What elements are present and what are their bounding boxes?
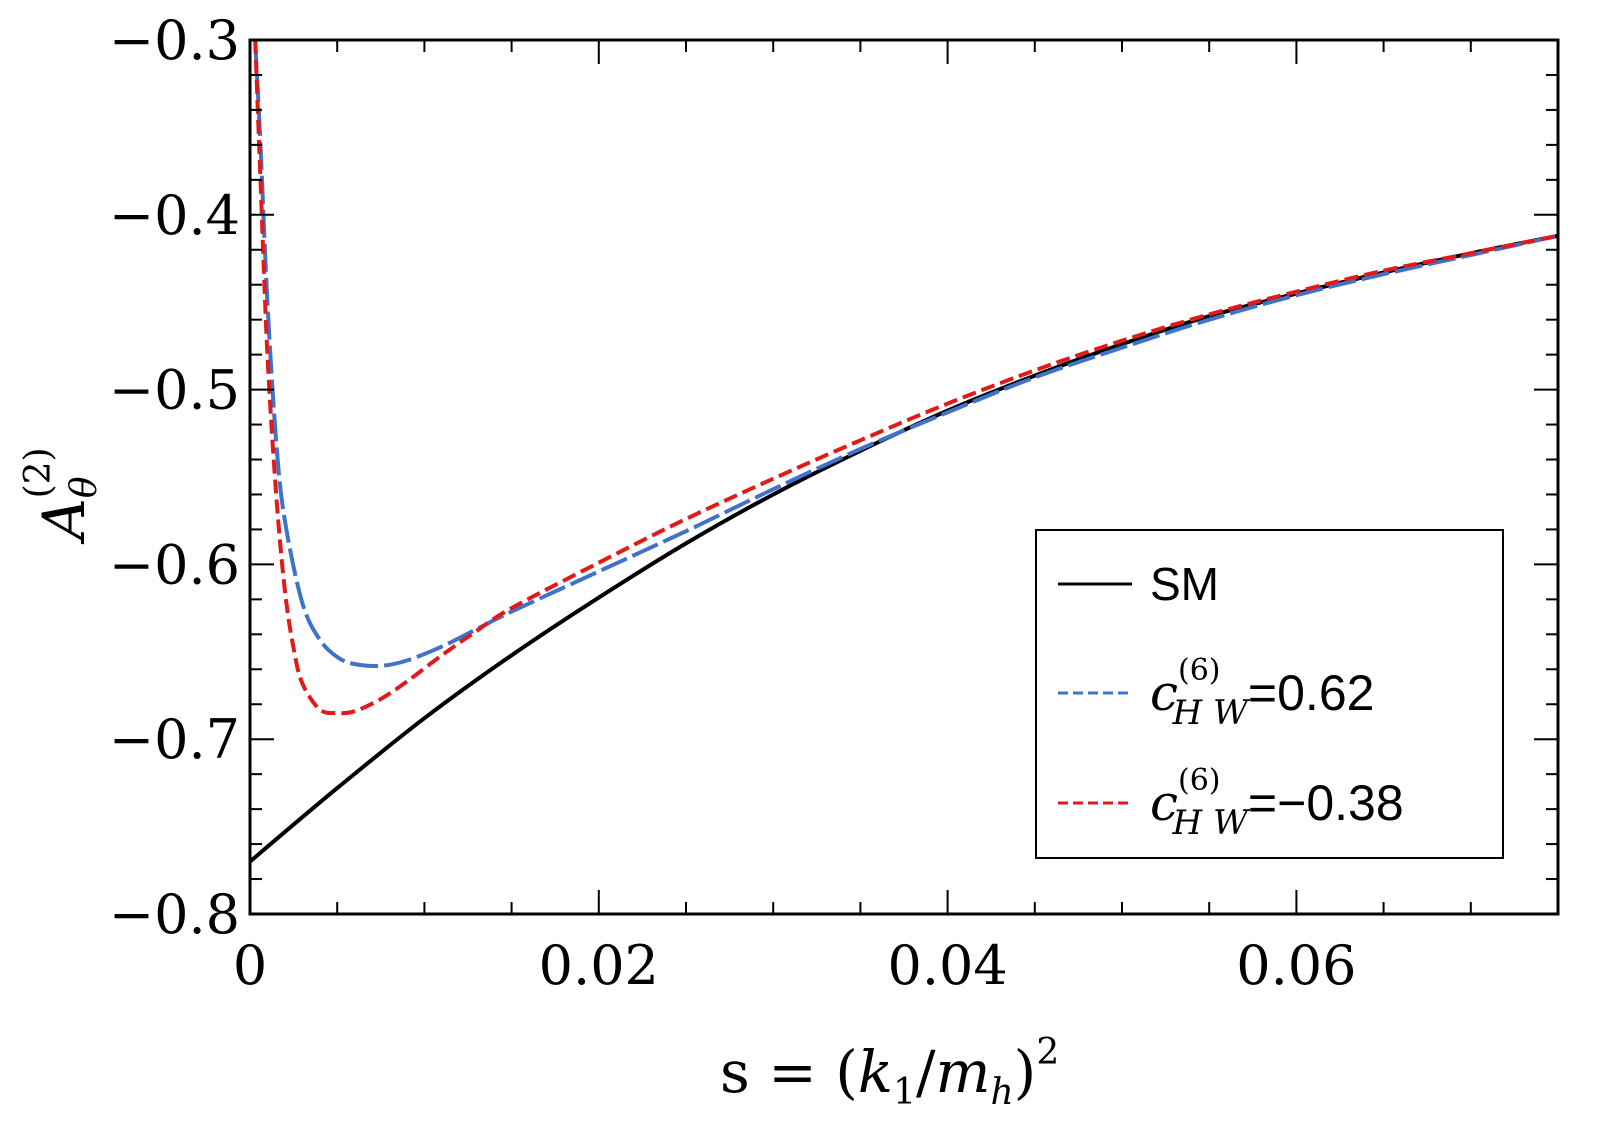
y-tick-label: −0.7 — [109, 708, 240, 771]
legend-label-blue: c(6) H W=0.62 — [1150, 653, 1374, 733]
series-line-1 — [253, 40, 1558, 668]
legend-label-red-c: c — [1150, 774, 1178, 832]
legend-label-red: c(6) H W=−0.38 — [1150, 763, 1404, 843]
tick-labels-layer: 0 0.02 0.04 0.06 −0.3 −0.4 −0.5 −0.6 −0.7 −0.8 — [109, 9, 1357, 997]
legend-label-sm: SM — [1150, 558, 1219, 610]
series-line-2 — [253, 40, 1558, 716]
legend-label-blue-c: c — [1150, 664, 1178, 722]
x-axis-title-close: ) — [1014, 1038, 1037, 1106]
x-axis-title-m: m — [935, 1038, 990, 1106]
x-axis-title-slash: / — [916, 1038, 936, 1106]
x-tick-label: 0 — [233, 934, 267, 997]
plot-frame — [248, 38, 1560, 916]
x-axis-title-k-sub: 1 — [893, 1072, 916, 1113]
x-axis-title-m-sub: h — [990, 1072, 1013, 1113]
ticks-layer — [249, 39, 1559, 915]
x-axis-title: s = (k1/mh)2 — [720, 1032, 1059, 1113]
series-layer — [250, 40, 1558, 864]
y-tick-label: −0.4 — [109, 184, 240, 247]
legend-label-red-sup: (6) — [1178, 763, 1221, 798]
y-tick-label: −0.8 — [109, 883, 240, 946]
y-tick-label: −0.6 — [109, 533, 240, 596]
y-axis-title-sub: θ — [64, 476, 105, 498]
y-tick-label: −0.3 — [109, 9, 240, 72]
legend-label-blue-sup: (6) — [1178, 653, 1221, 688]
y-tick-label: −0.5 — [109, 359, 240, 422]
x-axis-title-prefix: s = ( — [720, 1038, 858, 1106]
y-axis-title: Aθ(2) — [18, 447, 105, 545]
x-axis-title-k: k — [858, 1038, 893, 1106]
x-axis-title-power: 2 — [1036, 1032, 1059, 1073]
x-tick-label: 0.02 — [539, 934, 659, 997]
legend-label-red-value: =−0.38 — [1248, 775, 1404, 831]
x-tick-label: 0.04 — [887, 934, 1007, 997]
y-axis-title-main: A — [30, 498, 98, 545]
x-tick-label: 0.06 — [1236, 934, 1356, 997]
y-axis-title-sup: (2) — [18, 447, 59, 498]
legend-label-blue-sub: H W — [1172, 693, 1251, 733]
legend: SM c(6) H W=0.62 c(6) H W=−0.38 — [1035, 529, 1504, 859]
legend-label-red-sub: H W — [1172, 803, 1251, 843]
legend-label-blue-value: =0.62 — [1248, 665, 1375, 721]
